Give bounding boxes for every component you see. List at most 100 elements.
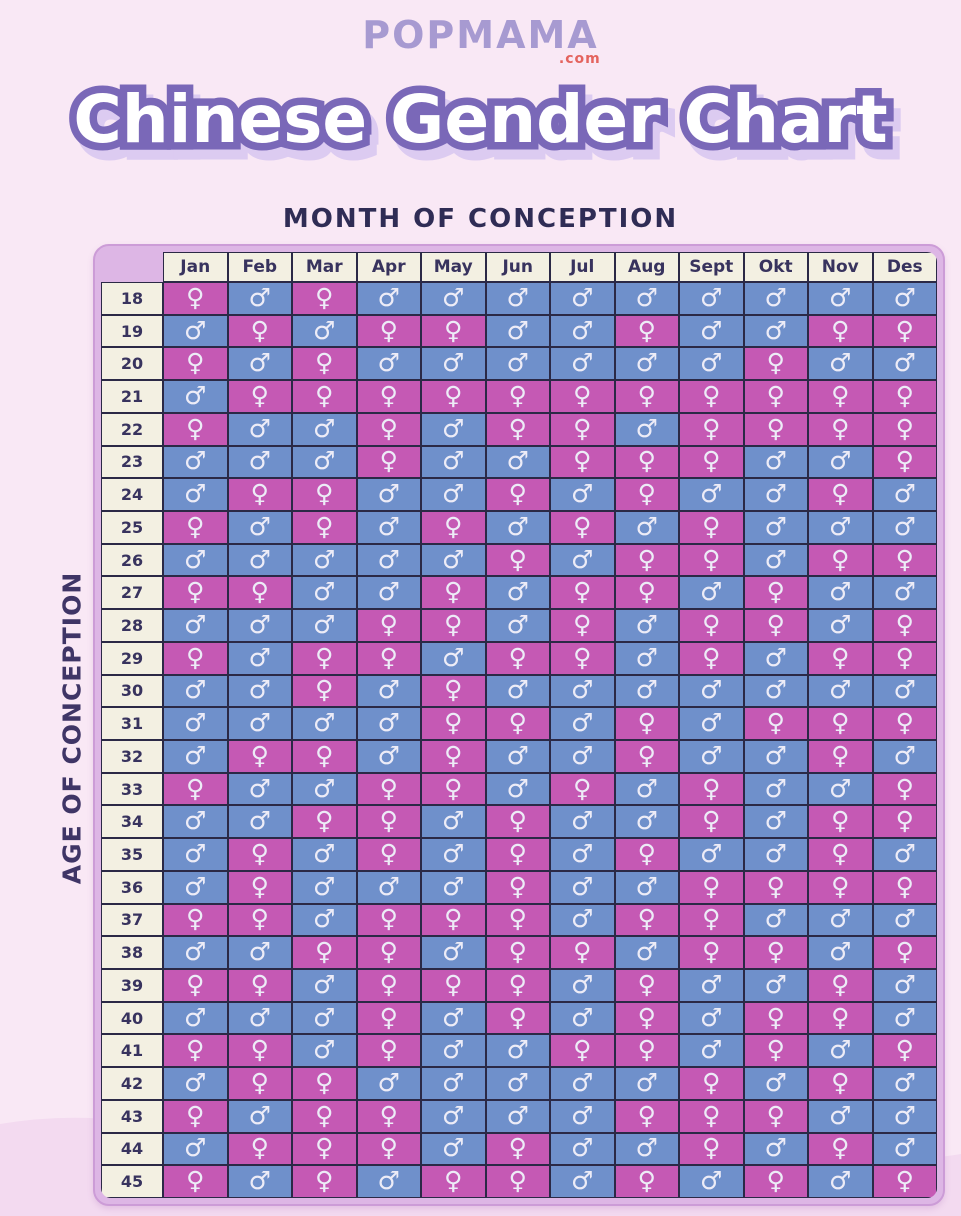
gender-cell: ♂ [872, 1099, 937, 1133]
gender-cell: ♀ [292, 347, 357, 381]
gender-cell: ♂ [550, 347, 615, 381]
gender-cell: ♂ [421, 641, 486, 675]
gender-cell: ♀ [421, 969, 486, 1002]
age-label: 31 [101, 707, 163, 740]
gender-cell: ♂ [356, 674, 421, 708]
gender-cell: ♀ [163, 412, 228, 446]
age-label: 37 [101, 903, 163, 937]
gender-cell: ♀ [485, 838, 550, 871]
gender-cell: ♀ [614, 445, 679, 479]
gender-cell: ♂ [743, 1132, 808, 1166]
month-header: Okt [743, 252, 808, 282]
gender-cell: ♀ [421, 511, 486, 544]
age-label: 32 [101, 740, 163, 773]
gender-cell: ♂ [808, 347, 873, 381]
gender-cell: ♂ [485, 1067, 550, 1100]
gender-cell: ♀ [485, 707, 550, 740]
gender-cell: ♀ [808, 641, 873, 675]
page-title: Chinese Gender Chart Chinese Gender Char… [0, 73, 961, 176]
gender-cell: ♂ [227, 707, 292, 740]
gender-cell: ♂ [872, 347, 937, 381]
gender-cell: ♀ [421, 609, 486, 642]
gender-cell: ♂ [485, 740, 550, 773]
gender-cell: ♀ [872, 1034, 937, 1068]
gender-cell: ♂ [485, 1034, 550, 1068]
gender-cell: ♂ [292, 707, 357, 740]
gender-cell: ♀ [808, 1001, 873, 1035]
month-header: Mar [292, 252, 357, 282]
gender-cell: ♀ [356, 1001, 421, 1035]
gender-cell: ♀ [679, 936, 744, 969]
gender-cell: ♂ [808, 282, 873, 315]
gender-cell: ♀ [163, 772, 228, 806]
gender-cell: ♀ [163, 282, 228, 315]
gender-cell: ♀ [679, 609, 744, 642]
gender-cell: ♀ [743, 1165, 808, 1198]
gender-cell: ♀ [292, 1132, 357, 1166]
page-title-shadow: Chinese Gender Chart [73, 83, 902, 175]
gender-cell: ♂ [872, 740, 937, 773]
age-axis-label: AGE OF CONCEPTION [57, 571, 87, 885]
month-header: Apr [356, 252, 421, 282]
gender-cell: ♂ [872, 838, 937, 871]
gender-cell: ♂ [550, 1001, 615, 1035]
age-label: 28 [101, 609, 163, 642]
gender-cell: ♂ [163, 936, 228, 969]
gender-cell: ♀ [679, 903, 744, 937]
gender-cell: ♂ [227, 674, 292, 708]
gender-cell: ♂ [421, 1132, 486, 1166]
gender-cell: ♀ [163, 641, 228, 675]
gender-cell: ♀ [614, 1034, 679, 1068]
gender-cell: ♂ [292, 870, 357, 904]
gender-cell: ♂ [227, 641, 292, 675]
gender-cell: ♀ [808, 412, 873, 446]
gender-cell: ♀ [485, 641, 550, 675]
gender-cell: ♂ [872, 1067, 937, 1100]
gender-cell: ♂ [743, 772, 808, 806]
gender-cell: ♀ [356, 1034, 421, 1068]
age-label: 41 [101, 1034, 163, 1068]
gender-cell: ♀ [227, 740, 292, 773]
gender-cell: ♀ [356, 445, 421, 479]
gender-cell: ♂ [485, 772, 550, 806]
gender-cell: ♀ [872, 772, 937, 806]
gender-cell: ♂ [872, 576, 937, 610]
gender-cell: ♀ [485, 936, 550, 969]
gender-cell: ♀ [485, 543, 550, 577]
gender-cell: ♀ [872, 609, 937, 642]
gender-cell: ♀ [872, 1165, 937, 1198]
gender-cell: ♀ [614, 838, 679, 871]
gender-cell: ♀ [743, 707, 808, 740]
gender-cell: ♂ [550, 969, 615, 1002]
gender-cell: ♂ [550, 478, 615, 511]
gender-cell: ♀ [679, 511, 744, 544]
gender-cell: ♂ [163, 870, 228, 904]
month-header: Jul [550, 252, 615, 282]
gender-cell: ♀ [743, 1001, 808, 1035]
gender-cell: ♂ [550, 870, 615, 904]
gender-cell: ♂ [679, 282, 744, 315]
gender-cell: ♂ [421, 838, 486, 871]
gender-cell: ♂ [614, 511, 679, 544]
age-label: 34 [101, 805, 163, 839]
gender-cell: ♀ [227, 969, 292, 1002]
gender-cell: ♀ [872, 936, 937, 969]
gender-cell: ♂ [163, 543, 228, 577]
gender-cell: ♂ [614, 936, 679, 969]
gender-cell: ♀ [679, 1099, 744, 1133]
gender-cell: ♂ [421, 282, 486, 315]
gender-cell: ♀ [808, 380, 873, 413]
gender-cell: ♂ [872, 969, 937, 1002]
age-label: 36 [101, 870, 163, 904]
gender-cell: ♀ [227, 478, 292, 511]
gender-cell: ♀ [163, 347, 228, 381]
gender-cell: ♂ [614, 870, 679, 904]
gender-cell: ♀ [163, 903, 228, 937]
gender-cell: ♀ [163, 1034, 228, 1068]
gender-cell: ♀ [485, 969, 550, 1002]
gender-cell: ♂ [743, 740, 808, 773]
gender-cell: ♀ [743, 1034, 808, 1068]
gender-cell: ♀ [227, 380, 292, 413]
gender-cell: ♂ [808, 511, 873, 544]
gender-cell: ♂ [421, 445, 486, 479]
